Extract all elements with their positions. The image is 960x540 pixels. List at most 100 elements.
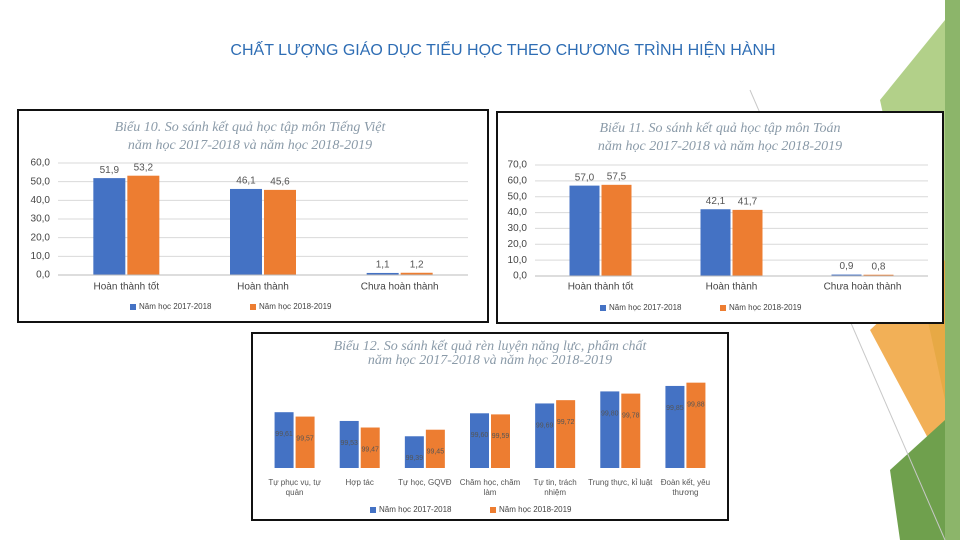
value-label: 57,5: [607, 171, 627, 182]
y-tick-label: 30,0: [508, 223, 528, 234]
y-tick-label: 20,0: [31, 232, 51, 243]
x-tick-label-box: Tự tin, trách nhiệm: [533, 478, 577, 497]
bar: [295, 416, 315, 468]
bar: [665, 385, 685, 468]
value-label: 57,0: [575, 172, 595, 183]
value-label: 99,47: [361, 446, 379, 453]
x-tick-label: Hợp tác: [345, 478, 374, 487]
bar: [831, 274, 862, 276]
y-tick-label: 40,0: [508, 207, 528, 218]
bar: [569, 185, 600, 276]
bar: [470, 413, 489, 468]
legend-label: Năm học 2017-2018: [379, 505, 452, 514]
chart-title: năm học 2017-2018 và năm học 2018-2019: [368, 353, 612, 368]
value-label: 99,61: [275, 431, 293, 438]
bar: [360, 427, 380, 468]
decor: [890, 420, 945, 540]
x-tick-label: Chưa hoàn thành: [361, 282, 439, 293]
y-tick-label: 0,0: [36, 270, 50, 281]
y-tick-label: 60,0: [508, 175, 528, 186]
value-label: 0,9: [840, 261, 854, 272]
value-label: 53,2: [134, 162, 154, 173]
value-label: 99,39: [406, 455, 424, 462]
value-label: 41,7: [738, 197, 758, 208]
bar: [600, 391, 620, 468]
y-tick-label: 50,0: [508, 191, 528, 202]
bar: [274, 412, 294, 468]
value-label: 46,1: [236, 176, 256, 187]
y-tick-label: 50,0: [31, 176, 51, 187]
x-tick-label: Hoàn thành: [237, 282, 289, 293]
y-tick-label: 10,0: [31, 251, 51, 262]
bar: [366, 272, 399, 275]
value-label: 99,69: [536, 422, 554, 429]
legend-label: Năm học 2018-2019: [499, 505, 572, 514]
bar: [556, 400, 576, 468]
legend-label: Năm học 2017-2018: [609, 303, 682, 312]
bar: [404, 436, 424, 468]
x-tick-label: Chưa hoàn thành: [824, 282, 902, 293]
bar: [535, 403, 555, 468]
decor: [945, 0, 960, 540]
charts: Biểu 10. So sánh kết quả học tập môn Tiế…: [31, 120, 928, 514]
x-tick-label: Trung thực, kỉ luật: [588, 478, 653, 487]
y-tick-label: 60,0: [31, 158, 51, 169]
value-label: 1,1: [376, 260, 390, 271]
bar: [93, 178, 126, 275]
bar: [621, 393, 641, 468]
x-tick-label: Hoàn thành: [706, 282, 758, 293]
x-tick-label-box: Tự phục vụ, tự quản: [268, 478, 321, 497]
x-tick-label-box: Đoàn kết, yêu thương: [660, 478, 711, 497]
chart-title: Biểu 11. So sánh kết quả học tập môn Toá…: [599, 121, 840, 136]
y-tick-label: 70,0: [508, 160, 528, 171]
chart-frame: [251, 332, 729, 521]
x-tick-label-box: Hợp tác: [345, 478, 374, 487]
bar: [863, 274, 894, 276]
y-tick-label: 20,0: [508, 239, 528, 250]
x-tick-label: Đoàn kết, yêu thương: [660, 478, 711, 497]
bar: [732, 209, 763, 276]
value-label: 99,72: [557, 419, 575, 426]
x-tick-label: Tự tin, trách nhiệm: [533, 478, 577, 497]
value-label: 45,6: [270, 177, 290, 188]
value-label: 99,80: [601, 410, 619, 417]
value-label: 99,78: [622, 412, 640, 419]
value-label: 99,53: [340, 440, 358, 447]
bar: [700, 209, 731, 276]
value-label: 99,88: [687, 402, 705, 409]
value-label: 1,2: [410, 259, 424, 270]
x-tick-label: Hoàn thành tốt: [568, 281, 634, 293]
legend-swatch: [370, 507, 376, 513]
legend-swatch: [720, 305, 726, 311]
x-tick-label: Hoàn thành tốt: [94, 281, 160, 293]
x-tick-label: Tự phục vụ, tự quản: [268, 478, 321, 497]
chart-title: Biểu 12. So sánh kết quả rèn luyện năng …: [334, 339, 648, 354]
y-tick-label: 0,0: [513, 271, 527, 282]
bar: [686, 382, 706, 468]
y-tick-label: 10,0: [508, 255, 528, 266]
value-label: 99,45: [427, 449, 445, 456]
bar: [601, 184, 632, 276]
bar: [127, 175, 160, 275]
legend-swatch: [130, 304, 136, 310]
x-tick-label-box: Chăm học, chăm làm: [460, 478, 520, 497]
value-label: 99,85: [666, 405, 684, 412]
value-label: 51,9: [100, 165, 120, 176]
chart-title: năm học 2017-2018 và năm học 2018-2019: [128, 138, 372, 153]
y-tick-label: 40,0: [31, 195, 51, 206]
bar: [425, 429, 445, 468]
bar: [400, 272, 433, 275]
bar: [339, 420, 359, 468]
bar: [491, 414, 510, 468]
value-label: 0,8: [872, 261, 886, 272]
bar: [264, 189, 296, 275]
legend-label: Năm học 2018-2019: [259, 302, 332, 311]
legend-label: Năm học 2017-2018: [139, 302, 212, 311]
chart-title: Biểu 10. So sánh kết quả học tập môn Tiế…: [115, 120, 387, 135]
legend-swatch: [490, 507, 496, 513]
legend-swatch: [250, 304, 256, 310]
value-label: 42,1: [706, 196, 726, 207]
value-label: 99,60: [471, 432, 489, 439]
legend-label: Năm học 2018-2019: [729, 303, 802, 312]
